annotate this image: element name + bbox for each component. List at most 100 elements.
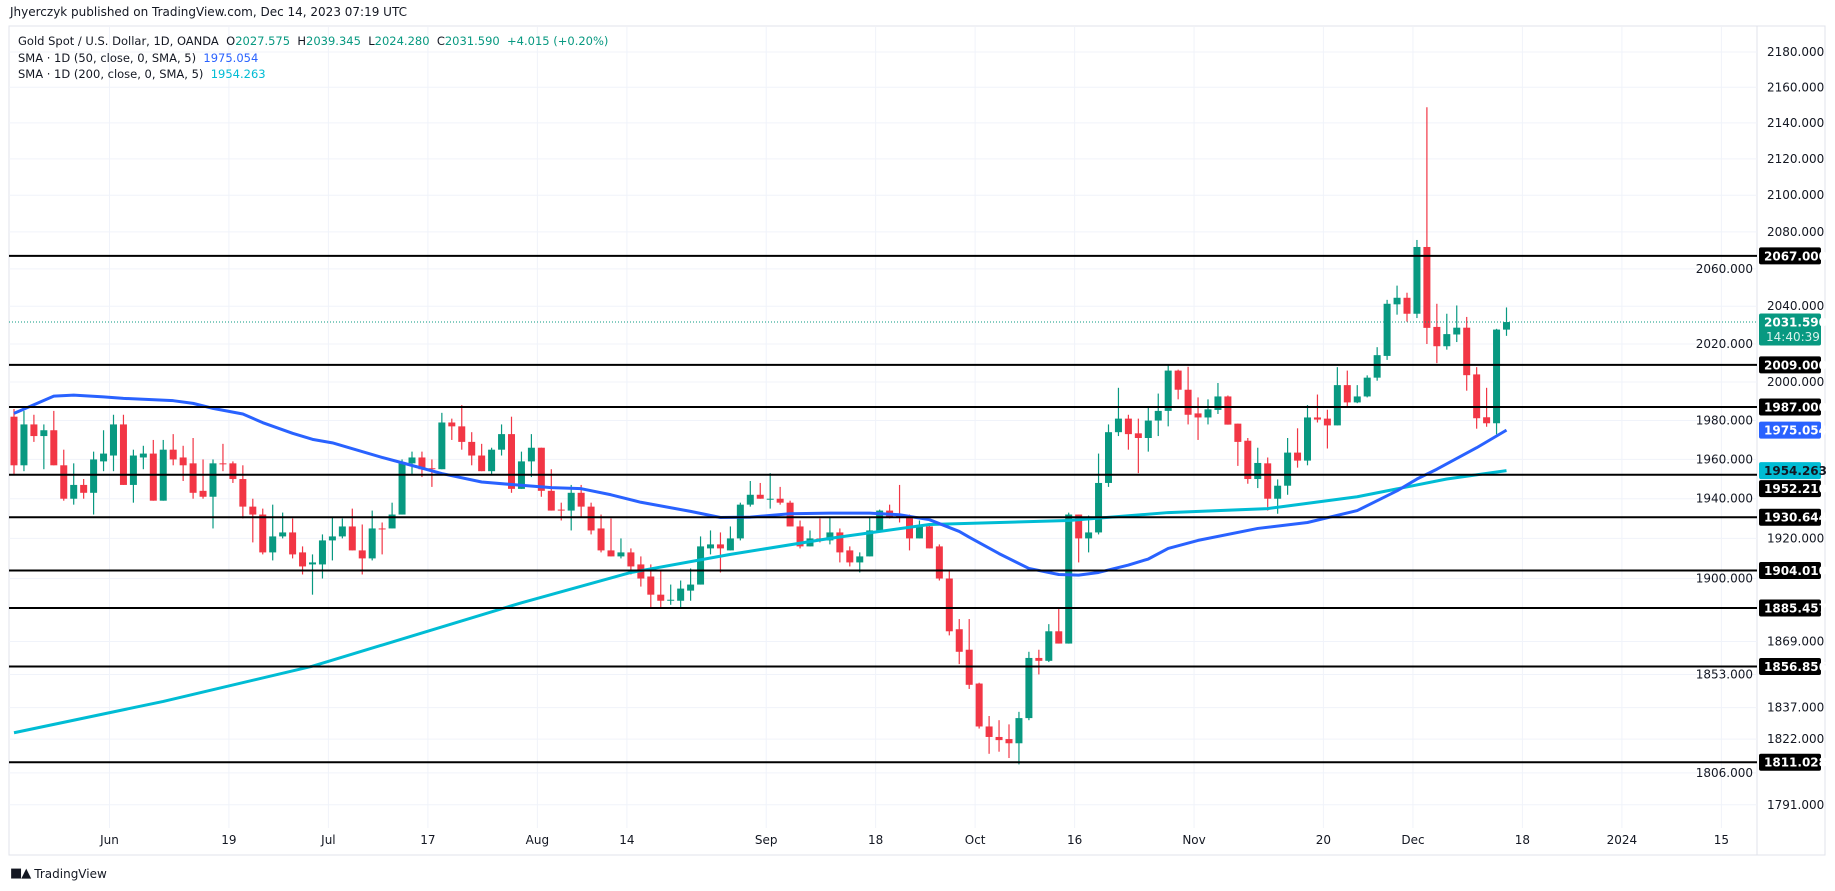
candle-body: [1353, 396, 1361, 403]
candle-body: [1154, 410, 1162, 421]
candle-body: [1453, 327, 1461, 335]
candle-body: [378, 528, 386, 530]
brand-name[interactable]: TradingView: [34, 866, 107, 881]
candle-up: [726, 526, 734, 551]
candle-up: [667, 584, 675, 605]
candle-up: [438, 412, 446, 470]
candle-up: [90, 451, 98, 515]
candle-body: [1423, 246, 1431, 328]
price-axis-tick: 2060.000: [1696, 262, 1753, 276]
candle-body: [1403, 297, 1411, 314]
sma50-legend[interactable]: SMA · 1D (50, close, 0, SMA, 5) 1975.054: [18, 51, 258, 65]
candle-down: [219, 443, 227, 472]
candle-body: [776, 498, 784, 503]
candle-body: [1254, 462, 1262, 480]
candle-down: [846, 546, 854, 567]
sma200-line: [13, 469, 1507, 735]
candle-up: [139, 445, 147, 470]
candle-down: [1244, 438, 1252, 484]
candle-body: [1463, 327, 1471, 376]
candle-body: [358, 550, 366, 559]
candle-down: [179, 445, 187, 481]
candle-body: [249, 506, 257, 515]
candle-body: [607, 550, 615, 557]
candle-body: [1144, 420, 1152, 439]
candle-body: [1383, 303, 1391, 356]
candle-body: [1124, 418, 1132, 435]
candle-up: [1045, 624, 1053, 663]
candle-body: [259, 514, 267, 553]
candle-body: [697, 546, 705, 585]
candle-down: [1433, 303, 1441, 364]
candle-body: [338, 526, 346, 537]
price-axis-tick: 2180.000: [1767, 45, 1824, 59]
candle-body: [1443, 334, 1451, 347]
candle-down: [199, 459, 207, 499]
last-price-label-bg: [1759, 313, 1821, 346]
candle-body: [458, 426, 466, 442]
candle-body: [975, 683, 983, 727]
candle-body: [1194, 413, 1202, 418]
sma200-legend[interactable]: SMA · 1D (200, close, 0, SMA, 5) 1954.26…: [18, 67, 266, 81]
candle-body: [1085, 532, 1093, 539]
time-axis-tick: Nov: [1182, 833, 1205, 847]
candle-body: [1055, 631, 1063, 644]
price-axis-tick: 2160.000: [1767, 80, 1824, 94]
candle-up: [1025, 651, 1033, 721]
level-price-label: 2009.000: [1759, 356, 1827, 374]
level-price-label-bg: [1759, 508, 1821, 526]
open-label: O: [226, 34, 236, 48]
candle-body: [40, 430, 48, 437]
level-price-label-text: 1856.856: [1764, 660, 1827, 674]
candle-up: [1015, 711, 1023, 765]
sma200-price-label-bg: [1759, 462, 1821, 480]
close-label: C: [436, 34, 445, 48]
candle-body: [1005, 739, 1013, 744]
candle-up: [517, 451, 525, 489]
candle-body: [328, 536, 336, 541]
symbol-name[interactable]: Gold Spot / U.S. Dollar, 1D, OANDA: [18, 34, 219, 48]
candle-body: [119, 424, 127, 485]
candle-up: [1114, 387, 1122, 437]
candle-down: [1005, 724, 1013, 759]
candle-body: [1393, 297, 1401, 305]
candle-body: [876, 510, 884, 531]
candle-up: [129, 449, 137, 503]
time-axis-tick: 19: [221, 833, 236, 847]
price-axis-tick: 2040.000: [1767, 299, 1824, 313]
candle-down: [1234, 423, 1242, 466]
level-price-label-text: 2009.000: [1764, 358, 1827, 372]
candle-body: [1493, 329, 1501, 424]
candle-body: [20, 424, 28, 466]
candle-up: [1065, 512, 1073, 644]
time-axis-tick: 15: [1714, 833, 1729, 847]
candle-body: [557, 509, 565, 511]
candle-down: [1423, 107, 1431, 344]
candle-body: [1323, 418, 1331, 426]
tradingview-logo-icon[interactable]: ■▲: [10, 866, 31, 881]
candle-body: [1095, 482, 1103, 533]
price-axis-tick: 1900.000: [1696, 572, 1753, 586]
candle-down: [508, 416, 515, 493]
candle-up: [1085, 515, 1093, 553]
candle-up: [368, 510, 376, 561]
price-axis-tick: 1822.000: [1767, 732, 1824, 746]
time-axis-tick: 14: [619, 833, 634, 847]
candle-body: [309, 562, 316, 565]
candle-body: [796, 526, 804, 547]
candle-up: [20, 410, 28, 472]
candle-body: [955, 629, 963, 652]
candle-body: [279, 532, 287, 537]
candle-down: [358, 524, 366, 575]
candle-up: [915, 520, 923, 539]
candle-up: [806, 530, 814, 547]
candle-down: [776, 486, 784, 505]
time-axis: Jun 19 Jul 17 Aug 14 Sep 18 Oct 16 Nov 20 Dec 18 2024 1…: [99, 833, 1729, 847]
grid: [9, 27, 1757, 828]
candle-body: [1224, 396, 1232, 425]
chart-pane-border: [8, 25, 1826, 856]
candle-down: [378, 522, 386, 555]
low-value: 2024.280: [374, 34, 430, 48]
candle-body: [1304, 417, 1311, 461]
